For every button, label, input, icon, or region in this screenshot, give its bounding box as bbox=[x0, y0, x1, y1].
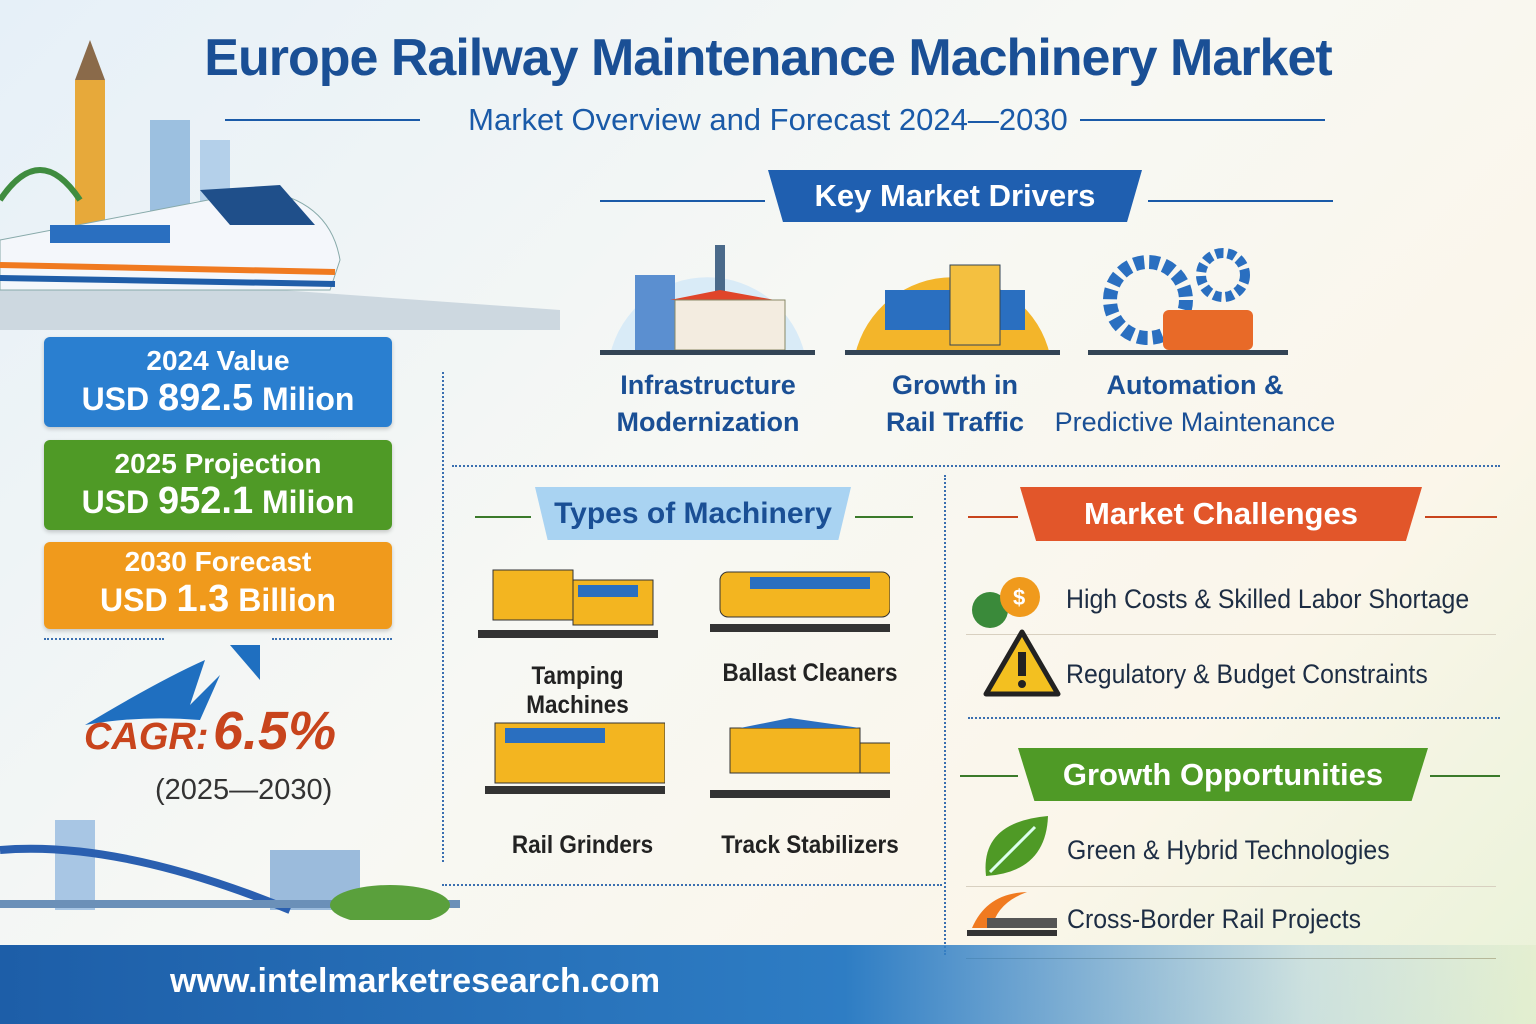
types-of-machinery-banner: Types of Machinery bbox=[535, 487, 851, 540]
driver-label: Automation & bbox=[1106, 370, 1284, 400]
gears-train-icon bbox=[1088, 248, 1288, 355]
divider bbox=[442, 372, 444, 862]
driver-label: Infrastructure bbox=[620, 370, 796, 400]
opportunity-item: Cross-Border Rail Projects bbox=[1067, 904, 1362, 934]
train-illustration bbox=[0, 40, 560, 330]
machine-label: Ballast Cleaners bbox=[722, 659, 898, 687]
stat-unit: Milion bbox=[262, 381, 355, 417]
train-station-icon bbox=[845, 264, 1060, 355]
divider bbox=[225, 119, 420, 121]
machine-label: Rail Grinders bbox=[511, 831, 654, 859]
challenge-item: Regulatory & Budget Constraints bbox=[1066, 659, 1428, 689]
city-building-icon bbox=[600, 245, 815, 355]
stat-unit: Billion bbox=[238, 582, 336, 618]
driver-rail-traffic: Growth in Rail Traffic bbox=[850, 367, 1060, 441]
divider bbox=[1080, 119, 1325, 121]
stat-label: 2030 Forecast bbox=[124, 546, 312, 577]
page-title: Europe Railway Maintenance Machinery Mar… bbox=[204, 29, 1332, 87]
divider bbox=[272, 638, 392, 640]
gear-dollar-icon: $ bbox=[972, 577, 1040, 628]
divider bbox=[600, 200, 765, 202]
svg-text:$: $ bbox=[1013, 585, 1025, 610]
cagr: CAGR: 6.5% bbox=[84, 700, 336, 762]
warning-icon bbox=[983, 629, 1061, 697]
driver-label: Modernization bbox=[616, 407, 800, 437]
ballast-cleaner-icon bbox=[710, 571, 890, 632]
divider bbox=[944, 475, 946, 955]
challenge-item: High Costs & Skilled Labor Shortage bbox=[1066, 584, 1470, 614]
cagr-label: CAGR: bbox=[84, 716, 209, 758]
driver-label: Growth in bbox=[892, 370, 1018, 400]
opportunity-item: Green & Hybrid Technologies bbox=[1067, 835, 1390, 865]
footer-band bbox=[0, 945, 1536, 1024]
driver-label: Predictive Maintenance bbox=[1054, 407, 1336, 437]
track-stabilizer-icon bbox=[710, 718, 890, 798]
stat-2025-projection: 2025 Projection USD 952.1 Milion bbox=[44, 440, 392, 530]
driver-infrastructure: Infrastructure Modernization bbox=[580, 367, 836, 441]
cagr-period: (2025—2030) bbox=[155, 774, 333, 806]
machine-label: Track Stabilizers bbox=[721, 831, 899, 859]
bridge-city-illustration bbox=[0, 820, 460, 920]
divider bbox=[452, 465, 1500, 467]
growth-arrow-icon bbox=[85, 645, 260, 725]
stat-prefix: USD bbox=[81, 381, 150, 417]
market-challenges-banner: Market Challenges bbox=[1020, 487, 1422, 541]
stat-label: 2024 Value bbox=[146, 345, 290, 376]
divider bbox=[475, 516, 531, 518]
stat-prefix: USD bbox=[100, 582, 168, 618]
stat-value: 892.5 bbox=[158, 377, 254, 419]
divider bbox=[44, 638, 164, 640]
divider bbox=[966, 634, 1496, 635]
stat-2024-value: 2024 Value USD 892.5 Milion bbox=[44, 337, 392, 427]
rail-grinder-icon bbox=[485, 722, 665, 794]
divider bbox=[966, 886, 1496, 887]
machine-label: Tamping Machines bbox=[526, 662, 629, 719]
stat-label: 2025 Projection bbox=[114, 448, 322, 479]
tamping-machine-icon bbox=[478, 569, 658, 638]
key-market-drivers-banner: Key Market Drivers bbox=[768, 170, 1142, 222]
driver-label: Rail Traffic bbox=[885, 407, 1025, 437]
divider bbox=[855, 516, 913, 518]
page-subtitle: Market Overview and Forecast 2024—2030 bbox=[468, 102, 1068, 137]
stat-value: 952.1 bbox=[158, 480, 254, 522]
divider bbox=[1148, 200, 1333, 202]
bridge-icon bbox=[967, 892, 1057, 936]
leaf-icon bbox=[985, 816, 1048, 876]
stat-unit: Milion bbox=[262, 484, 355, 520]
divider bbox=[442, 884, 942, 886]
stat-2030-forecast: 2030 Forecast USD 1.3 Billion bbox=[44, 542, 392, 629]
stat-value: 1.3 bbox=[176, 578, 230, 620]
website-link[interactable]: www.intelmarketresearch.com bbox=[170, 962, 661, 1000]
driver-automation: Automation & Predictive Maintenance bbox=[1050, 367, 1340, 441]
divider bbox=[1425, 516, 1497, 518]
divider bbox=[1430, 775, 1500, 777]
growth-opportunities-banner: Growth Opportunities bbox=[1018, 748, 1428, 801]
divider bbox=[968, 516, 1018, 518]
cagr-value: 6.5% bbox=[213, 701, 337, 761]
stat-prefix: USD bbox=[81, 484, 150, 520]
divider bbox=[968, 717, 1500, 719]
divider bbox=[960, 775, 1018, 777]
